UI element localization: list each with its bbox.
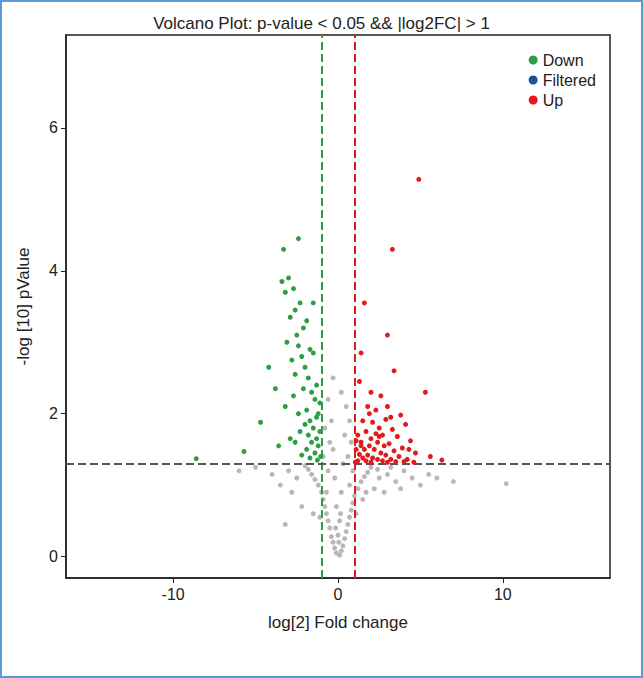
svg-text:-10: -10: [162, 586, 185, 603]
svg-text:10: 10: [494, 586, 512, 603]
svg-text:Volcano Plot: p-value < 0.05 &: Volcano Plot: p-value < 0.05 && |log2FC|…: [153, 14, 490, 33]
svg-text:Down: Down: [543, 52, 584, 69]
svg-text:2: 2: [49, 405, 58, 422]
svg-text:log[2] Fold change: log[2] Fold change: [268, 613, 408, 632]
svg-text:0: 0: [334, 586, 343, 603]
svg-text:4: 4: [49, 262, 58, 279]
svg-text:Up: Up: [543, 92, 564, 109]
svg-text:0: 0: [49, 548, 58, 565]
svg-text:6: 6: [49, 119, 58, 136]
svg-text:Filtered: Filtered: [543, 72, 596, 89]
svg-text:-log [10] pValue: -log [10] pValue: [14, 248, 33, 366]
